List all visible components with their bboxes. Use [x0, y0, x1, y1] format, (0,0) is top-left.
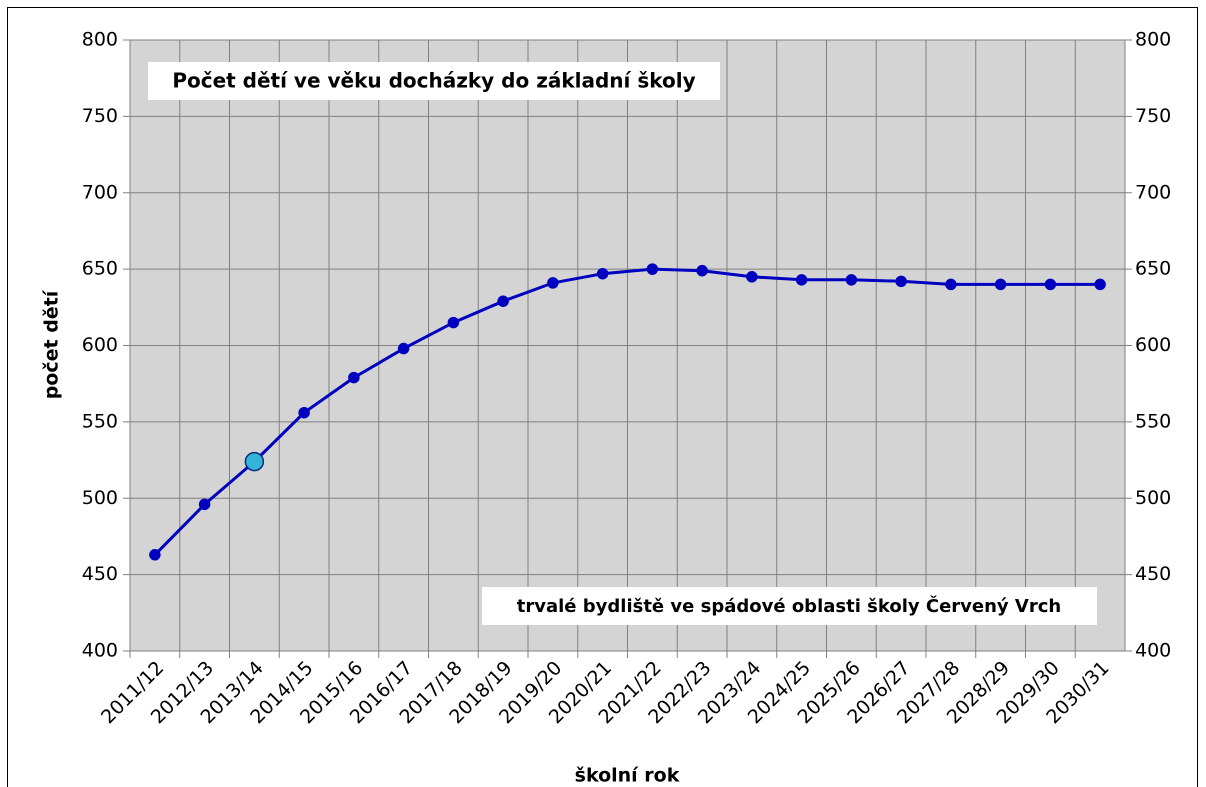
data-point	[547, 277, 559, 289]
data-point	[1044, 278, 1057, 291]
y-tick-label: 450	[82, 563, 118, 585]
data-point	[795, 274, 808, 286]
y-tick-label: 800	[82, 29, 118, 51]
plot-border	[129, 39, 1126, 652]
y2-tick-label: 500	[1135, 487, 1171, 509]
y-tick-label: 650	[82, 258, 118, 280]
annotation-box	[482, 587, 1097, 625]
y2-tick-label: 450	[1135, 563, 1171, 585]
annotation: trvalé bydliště ve spádové oblasti školy…	[517, 595, 1061, 617]
y-tick-label: 750	[82, 105, 118, 127]
y2-tick-label: 600	[1135, 334, 1171, 356]
y-axis-label: počet dětí	[41, 289, 63, 399]
data-point	[945, 278, 957, 291]
chart-title: Počet dětí ve věku docházky do základní …	[172, 69, 695, 93]
data-point	[149, 549, 161, 561]
y2-tick-label: 800	[1135, 29, 1171, 51]
data-point	[895, 275, 907, 288]
data-point	[447, 316, 460, 329]
y-tick-label: 400	[82, 640, 118, 662]
frame	[7, 7, 1198, 787]
highlight-point	[244, 451, 265, 472]
y-tick-label: 600	[82, 334, 118, 356]
data-point	[1094, 278, 1106, 291]
data-point	[497, 295, 509, 307]
x-axis-label: školní rok	[575, 765, 680, 787]
y-tick-label: 500	[82, 487, 118, 509]
y2-tick-label: 700	[1135, 181, 1171, 203]
y2-tick-label: 400	[1135, 640, 1171, 662]
y2-tick-label: 650	[1135, 258, 1171, 280]
data-point	[298, 406, 310, 419]
data-point	[845, 274, 858, 286]
data-point	[646, 263, 659, 275]
data-point	[746, 271, 758, 283]
data-point	[994, 278, 1007, 291]
title-box	[148, 62, 720, 100]
y2-tick-label: 750	[1135, 105, 1171, 127]
y-tick-label: 550	[82, 410, 118, 432]
data-point	[198, 498, 211, 511]
data-point	[348, 371, 360, 384]
data-point	[397, 342, 410, 355]
data-point	[696, 264, 708, 277]
y-tick-label: 700	[82, 181, 118, 203]
data-point	[596, 267, 609, 280]
y2-tick-label: 550	[1135, 410, 1171, 432]
data-line	[153, 267, 1101, 556]
